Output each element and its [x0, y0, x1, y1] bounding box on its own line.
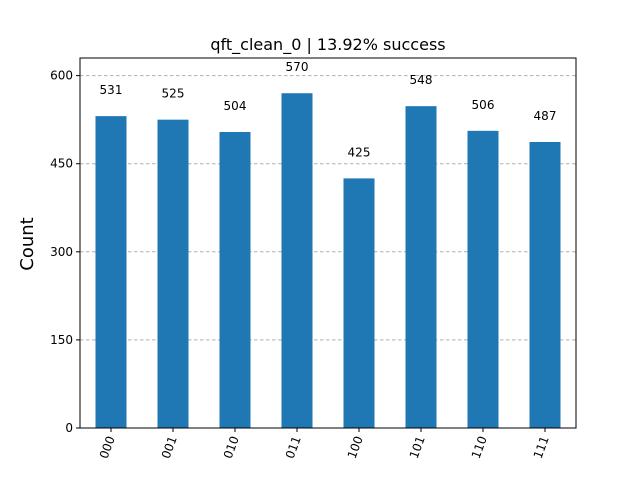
y-tick-label-300: 300 [50, 245, 73, 259]
y-tick-label-0: 0 [65, 421, 73, 435]
y-tick-label-600: 600 [50, 69, 73, 83]
gridlines [80, 75, 576, 341]
bars [95, 93, 561, 429]
y-tick-label-450: 450 [50, 157, 73, 171]
bar-value-label-100: 425 [348, 145, 371, 159]
bar-010 [219, 132, 251, 428]
bar-001 [157, 119, 189, 429]
y-axis-ticks: 0 150 300 450 600 [50, 69, 80, 435]
plot-area-frame [79, 57, 577, 429]
bar-011 [281, 93, 313, 428]
bar-101 [405, 106, 437, 429]
y-tick-label-150: 150 [50, 333, 73, 347]
y-axis-label: Count [17, 217, 38, 270]
bar-value-label-111: 487 [534, 109, 557, 123]
bar-value-label-001: 525 [162, 87, 185, 101]
bar-100 [343, 178, 375, 428]
bar-110 [467, 130, 499, 429]
bar-value-label-000: 531 [100, 83, 123, 97]
bar-value-label-110: 506 [472, 98, 495, 112]
bar-value-label-010: 504 [224, 99, 247, 113]
bar-value-labels: 531 525 504 570 425 548 506 487 [100, 60, 557, 159]
bar-value-label-011: 570 [286, 60, 309, 74]
bar-111 [529, 141, 561, 428]
bar-value-label-101: 548 [410, 73, 433, 87]
chart-title: qft_clean_0 | 13.92% success [210, 35, 445, 55]
bar-000 [95, 116, 127, 429]
